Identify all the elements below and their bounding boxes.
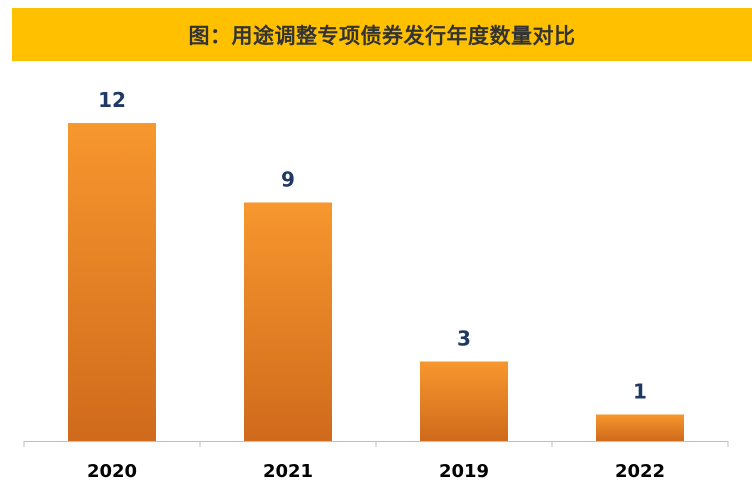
- data-label-2021: 9: [281, 168, 295, 192]
- bars-layer: [68, 123, 684, 441]
- bar-2019: [420, 361, 508, 441]
- x-tick-label-2020: 2020: [87, 461, 137, 482]
- chart-title: 图：用途调整专项债券发行年度数量对比: [188, 23, 576, 48]
- data-label-2020: 12: [98, 88, 126, 112]
- bar-2020: [68, 123, 156, 441]
- x-tick-label-2022: 2022: [615, 461, 665, 482]
- x-axis: [23, 441, 729, 447]
- x-tick-label-2021: 2021: [263, 461, 313, 482]
- chart-title-bar: 图：用途调整专项债券发行年度数量对比: [12, 8, 752, 61]
- bar-2021: [244, 202, 332, 441]
- x-tick-label-2019: 2019: [439, 461, 489, 482]
- data-label-2022: 1: [633, 380, 647, 404]
- data-label-2019: 3: [457, 327, 471, 351]
- bar-2022: [596, 414, 684, 441]
- labels-layer: 12 2020 9 2021 3 2019 1 2022: [87, 88, 665, 482]
